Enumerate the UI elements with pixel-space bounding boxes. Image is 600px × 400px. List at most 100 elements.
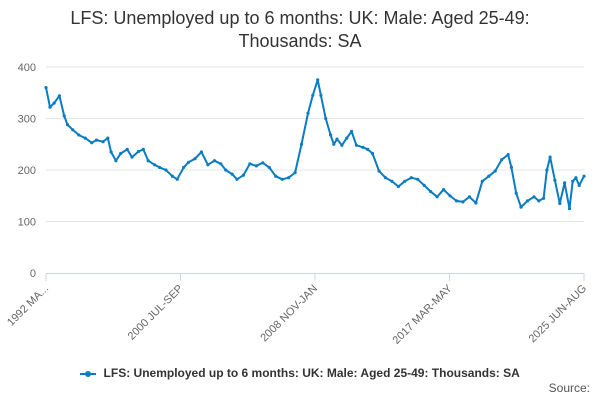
data-point[interactable] xyxy=(563,181,567,185)
data-point[interactable] xyxy=(409,176,413,180)
data-point[interactable] xyxy=(361,145,365,149)
data-point[interactable] xyxy=(125,147,129,151)
data-point[interactable] xyxy=(500,158,504,162)
data-point[interactable] xyxy=(164,168,168,172)
data-point[interactable] xyxy=(474,201,478,205)
data-point[interactable] xyxy=(366,147,370,151)
data-point[interactable] xyxy=(567,207,572,211)
data-point[interactable] xyxy=(519,205,523,209)
data-point[interactable] xyxy=(422,183,426,187)
data-point[interactable] xyxy=(467,195,471,199)
data-point[interactable] xyxy=(65,123,70,127)
data-point[interactable] xyxy=(577,183,581,187)
data-point[interactable] xyxy=(558,201,562,206)
data-point[interactable] xyxy=(101,140,105,144)
data-point[interactable] xyxy=(267,165,271,169)
data-point[interactable] xyxy=(199,150,203,154)
data-point[interactable] xyxy=(532,195,536,199)
data-point[interactable] xyxy=(542,196,546,200)
data-point[interactable] xyxy=(316,78,320,82)
data-point[interactable] xyxy=(212,159,216,163)
data-point[interactable] xyxy=(311,93,315,97)
data-point[interactable] xyxy=(461,200,465,204)
data-point[interactable] xyxy=(224,168,228,172)
data-point[interactable] xyxy=(319,93,323,97)
data-point[interactable] xyxy=(574,176,578,180)
data-point[interactable] xyxy=(141,147,145,151)
data-point[interactable] xyxy=(370,151,375,156)
data-point[interactable] xyxy=(83,136,87,140)
data-point[interactable] xyxy=(514,191,518,195)
data-point[interactable] xyxy=(136,149,141,154)
data-point[interactable] xyxy=(77,133,81,137)
data-point[interactable] xyxy=(487,174,491,178)
data-point[interactable] xyxy=(186,160,191,164)
data-point[interactable] xyxy=(442,188,446,192)
data-point[interactable] xyxy=(435,195,439,199)
data-point[interactable] xyxy=(553,178,557,182)
data-point[interactable] xyxy=(193,157,197,161)
data-point[interactable] xyxy=(175,177,179,181)
data-point[interactable] xyxy=(206,163,210,167)
data-point[interactable] xyxy=(235,177,239,181)
data-point[interactable] xyxy=(377,169,381,173)
data-point[interactable] xyxy=(90,141,94,145)
data-point[interactable] xyxy=(146,159,150,163)
data-point[interactable] xyxy=(57,94,62,98)
data-point[interactable] xyxy=(130,155,134,159)
data-point[interactable] xyxy=(537,199,541,203)
data-point[interactable] xyxy=(350,129,354,133)
data-point[interactable] xyxy=(416,177,420,181)
data-point[interactable] xyxy=(114,159,118,163)
data-point[interactable] xyxy=(571,179,575,183)
data-point[interactable] xyxy=(48,105,52,109)
data-point[interactable] xyxy=(306,111,310,115)
data-point[interactable] xyxy=(153,163,157,167)
data-point[interactable] xyxy=(44,86,48,90)
data-point[interactable] xyxy=(261,161,265,165)
data-point[interactable] xyxy=(506,153,510,157)
data-point[interactable] xyxy=(525,199,530,203)
data-point[interactable] xyxy=(345,136,349,140)
data-point[interactable] xyxy=(299,142,304,146)
data-point[interactable] xyxy=(248,162,252,166)
data-point[interactable] xyxy=(335,137,339,141)
data-point[interactable] xyxy=(545,168,549,172)
data-point[interactable] xyxy=(396,184,400,189)
data-point[interactable] xyxy=(403,179,407,183)
data-point[interactable] xyxy=(106,136,110,140)
data-point[interactable] xyxy=(493,169,497,173)
data-point[interactable] xyxy=(230,172,234,176)
data-point[interactable] xyxy=(383,176,388,180)
data-point[interactable] xyxy=(454,199,459,203)
data-point[interactable] xyxy=(429,190,433,194)
data-point[interactable] xyxy=(582,174,586,178)
data-point[interactable] xyxy=(170,174,174,178)
data-point[interactable] xyxy=(62,114,66,118)
data-point[interactable] xyxy=(324,116,328,121)
data-point[interactable] xyxy=(480,179,484,183)
data-point[interactable] xyxy=(94,138,99,142)
data-point[interactable] xyxy=(219,162,223,166)
data-point[interactable] xyxy=(287,176,291,180)
legend[interactable]: LFS: Unemployed up to 6 months: UK: Male… xyxy=(0,366,600,380)
data-point[interactable] xyxy=(509,165,513,169)
data-point[interactable] xyxy=(119,151,123,156)
data-point[interactable] xyxy=(109,150,113,154)
data-point[interactable] xyxy=(293,171,297,175)
data-point[interactable] xyxy=(182,165,186,169)
data-point[interactable] xyxy=(390,179,394,183)
data-point[interactable] xyxy=(52,101,56,105)
data-point[interactable] xyxy=(254,164,258,168)
series-line[interactable] xyxy=(45,78,585,210)
data-point[interactable] xyxy=(332,142,336,146)
credits-text[interactable]: Source: xyxy=(548,381,590,395)
data-point[interactable] xyxy=(329,133,333,137)
data-point[interactable] xyxy=(274,174,278,178)
data-point[interactable] xyxy=(354,143,358,147)
data-point[interactable] xyxy=(448,194,452,198)
data-point[interactable] xyxy=(157,165,162,169)
data-point[interactable] xyxy=(280,177,284,181)
data-point[interactable] xyxy=(241,173,245,177)
data-point[interactable] xyxy=(340,143,344,147)
